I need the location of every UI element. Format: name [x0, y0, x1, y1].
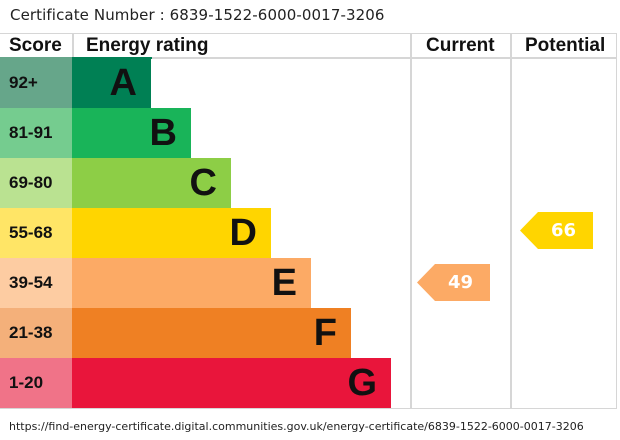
band-row-g: 1-20 G — [0, 358, 391, 408]
band-row-e: 39-54 E — [0, 258, 311, 308]
band-bar: B — [72, 108, 191, 158]
band-score: 69-80 — [0, 158, 72, 208]
band-letter: D — [229, 211, 257, 254]
column-divider-current — [410, 33, 412, 409]
band-row-f: 21-38 F — [0, 308, 351, 358]
band-letter: E — [271, 261, 297, 304]
band-row-b: 81-91 B — [0, 108, 191, 158]
band-score: 92+ — [0, 58, 72, 108]
band-bar: C — [72, 158, 231, 208]
band-score: 55-68 — [0, 208, 72, 258]
band-row-d: 55-68 D — [0, 208, 271, 258]
potential-rating-arrow: 66 — [520, 212, 593, 249]
band-bar: F — [72, 308, 351, 358]
band-bar: E — [72, 258, 311, 308]
header-score: Score — [9, 35, 62, 56]
certificate-number: Certificate Number : 6839-1522-6000-0017… — [10, 6, 385, 24]
band-letter: B — [149, 111, 177, 154]
band-row-c: 69-80 C — [0, 158, 231, 208]
current-rating-value: 49 — [447, 272, 474, 293]
band-letter: G — [347, 361, 377, 404]
band-score: 39-54 — [0, 258, 72, 308]
band-score: 21-38 — [0, 308, 72, 358]
potential-rating-value: 66 — [550, 220, 577, 241]
rating-table — [0, 33, 617, 409]
band-bar: A — [72, 58, 151, 108]
header-potential: Potential — [525, 35, 606, 56]
band-letter: C — [189, 161, 217, 204]
band-letter: F — [313, 311, 337, 354]
band-bar: D — [72, 208, 271, 258]
band-score: 1-20 — [0, 358, 72, 408]
current-rating-arrow: 49 — [417, 264, 490, 301]
certificate-url: https://find-energy-certificate.digital.… — [9, 420, 584, 433]
band-bar: G — [72, 358, 391, 408]
header-divider — [0, 57, 617, 59]
header-energy-rating: Energy rating — [86, 35, 209, 56]
band-row-a: 92+ A — [0, 58, 151, 108]
column-divider-potential — [510, 33, 512, 409]
band-score: 81-91 — [0, 108, 72, 158]
header-current: Current — [426, 35, 495, 56]
band-letter: A — [109, 61, 137, 104]
